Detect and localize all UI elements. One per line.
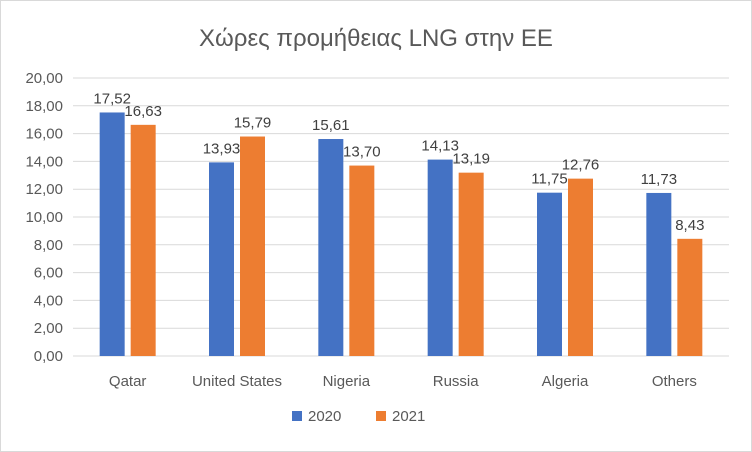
bar-2021-united-states <box>240 136 265 356</box>
bar-2021-others <box>677 238 703 356</box>
data-label: 14,13 <box>421 138 459 155</box>
bar-2021-algeria <box>568 178 593 356</box>
data-label: 15,61 <box>312 117 350 134</box>
y-tick-label: 8,00 <box>34 237 63 254</box>
data-label: 8,43 <box>675 217 704 234</box>
x-tick-label: Algeria <box>542 373 589 390</box>
data-label: 12,76 <box>562 157 600 174</box>
bar-2020-algeria <box>537 192 562 356</box>
data-label: 13,70 <box>343 144 381 161</box>
y-tick-label: 4,00 <box>34 292 63 309</box>
x-axis-ticks: Qatar United States Nigeria Russia Algeria Ot… <box>109 373 697 390</box>
y-tick-label: 10,00 <box>25 209 63 226</box>
x-tick-label: Russia <box>433 373 480 390</box>
y-axis-ticks: 0,00 2,00 4,00 6,00 8,00 10,00 12,00 14,00 16,00… <box>25 70 63 365</box>
bars <box>99 112 703 356</box>
data-label: 17,52 <box>93 90 131 107</box>
bar-2021-qatar <box>130 124 156 356</box>
x-tick-label: United States <box>192 373 282 390</box>
legend-swatch-2020 <box>292 411 302 421</box>
x-tick-label: Nigeria <box>323 373 371 390</box>
y-tick-label: 2,00 <box>34 320 63 337</box>
x-tick-label: Qatar <box>109 373 147 390</box>
data-label: 13,19 <box>452 151 490 168</box>
bar-2020-others <box>646 192 672 356</box>
legend-label-2021: 2021 <box>392 408 425 425</box>
y-tick-label: 12,00 <box>25 181 63 198</box>
data-label: 11,73 <box>641 171 677 188</box>
data-label: 16,63 <box>124 103 162 120</box>
bar-2020-russia <box>427 159 453 356</box>
data-label: 11,75 <box>531 171 567 188</box>
bar-2020-united-states <box>209 162 234 356</box>
bar-2021-russia <box>458 172 484 356</box>
x-tick-label: Others <box>652 373 697 390</box>
gridlines <box>73 77 729 357</box>
y-tick-label: 14,00 <box>25 153 63 170</box>
legend-label-2020: 2020 <box>308 408 341 425</box>
y-tick-label: 18,00 <box>25 98 63 115</box>
legend-swatch-2021 <box>376 411 386 421</box>
data-label: 15,79 <box>234 115 272 132</box>
data-label: 13,93 <box>203 140 241 157</box>
y-tick-label: 16,00 <box>25 126 63 143</box>
bar-2020-qatar <box>99 112 125 356</box>
bar-2021-nigeria <box>349 165 375 356</box>
chart-title: Χώρες προμήθειας LNG στην ΕΕ <box>199 25 553 52</box>
legend: 2020 2021 <box>292 408 425 425</box>
bar-2020-nigeria <box>318 139 344 356</box>
y-tick-label: 6,00 <box>34 265 63 282</box>
y-tick-label: 20,00 <box>25 70 63 87</box>
y-tick-label: 0,00 <box>34 348 63 365</box>
